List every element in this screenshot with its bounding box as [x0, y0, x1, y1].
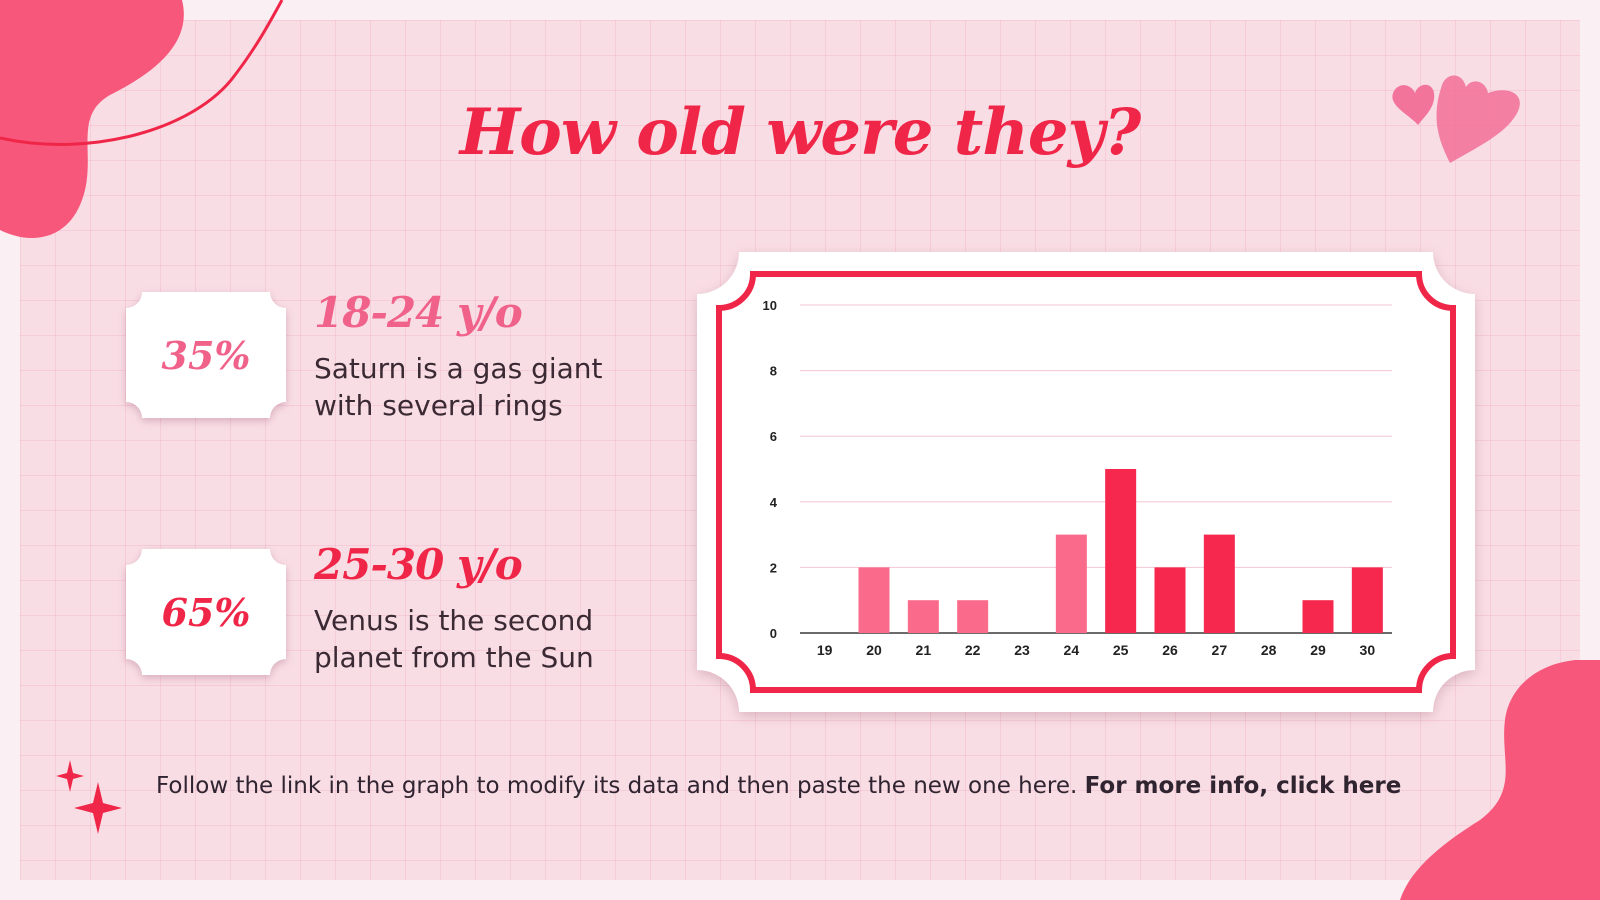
- x-tick-label: 22: [965, 642, 981, 658]
- y-tick-label: 0: [770, 626, 777, 641]
- percent-ticket-2: 65%: [126, 549, 286, 675]
- sparkle-icon: [56, 760, 122, 834]
- chart-frame: [697, 252, 1475, 712]
- bar: [1055, 534, 1087, 633]
- x-tick-label: 25: [1113, 642, 1129, 658]
- bar: [858, 567, 890, 633]
- x-tick-label: 27: [1212, 642, 1228, 658]
- x-tick-label: 24: [1064, 642, 1080, 658]
- bottom-right-blob-decoration: [1400, 660, 1600, 900]
- x-tick-label: 23: [1014, 642, 1030, 658]
- stat-description-line: planet from the Sun: [314, 641, 594, 674]
- stat-description-line: with several rings: [314, 389, 563, 422]
- footer-text: Follow the link in the graph to modify i…: [156, 773, 1078, 799]
- percent-value: 35%: [161, 332, 251, 378]
- y-tick-label: 10: [763, 298, 777, 313]
- y-tick-label: 8: [770, 364, 777, 379]
- percent-ticket-1: 35%: [126, 292, 286, 418]
- x-tick-label: 19: [817, 642, 833, 658]
- y-tick-label: 6: [770, 429, 777, 444]
- stat-description-line: Venus is the second: [314, 604, 594, 637]
- bar: [1302, 600, 1334, 633]
- stat-title: 25-30 y/o: [314, 540, 523, 589]
- bar: [1154, 567, 1186, 633]
- stat-title: 18-24 y/o: [314, 288, 523, 337]
- top-left-blob-decoration: [0, 0, 284, 238]
- bar: [907, 600, 939, 633]
- hearts-decoration: [1392, 75, 1520, 163]
- bar: [1351, 567, 1383, 633]
- chart-card: 0 2 4 6 8 10 19 20 21 22 23 24 25 26 27 28 29 30: [697, 252, 1475, 712]
- more-info-link[interactable]: For more info, click here: [1084, 773, 1402, 799]
- x-tick-label: 30: [1360, 642, 1376, 658]
- page-title: How old were they?: [459, 95, 1142, 170]
- x-tick-label: 21: [916, 642, 932, 658]
- stat-description-line: Saturn is a gas giant: [314, 352, 603, 385]
- x-tick-label: 28: [1261, 642, 1277, 658]
- bar: [1105, 469, 1137, 633]
- y-tick-label: 4: [770, 495, 778, 510]
- bar: [957, 600, 989, 633]
- x-tick-label: 29: [1310, 642, 1326, 658]
- bar: [1203, 534, 1235, 633]
- stat-description: Venus is the second planet from the Sun: [314, 602, 594, 676]
- stat-description: Saturn is a gas giant with several rings: [314, 350, 603, 424]
- percent-value: 65%: [161, 589, 251, 635]
- x-tick-label: 20: [866, 642, 882, 658]
- x-tick-label: 26: [1162, 642, 1178, 658]
- y-tick-label: 2: [770, 560, 777, 575]
- footer-note: Follow the link in the graph to modify i…: [156, 773, 1401, 799]
